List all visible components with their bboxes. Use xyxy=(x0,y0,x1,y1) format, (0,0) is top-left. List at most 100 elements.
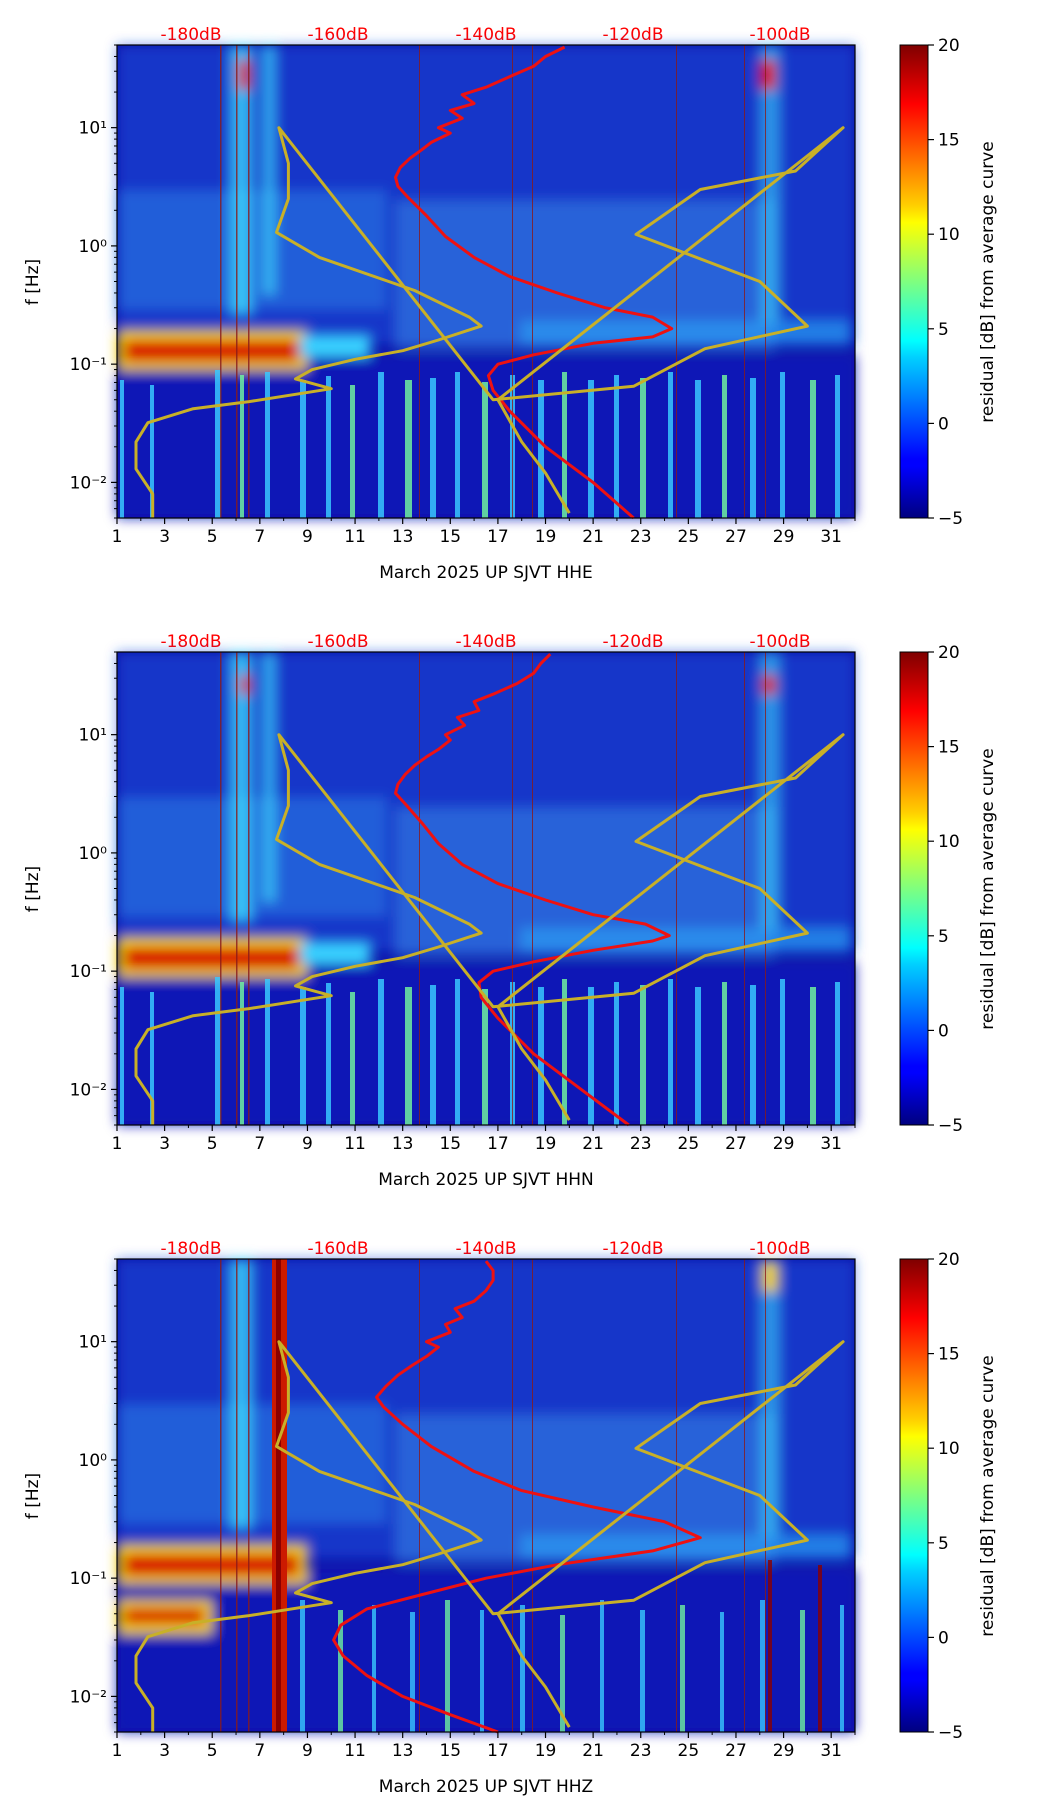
x-tick-label: 3 xyxy=(159,1134,170,1154)
y-axis-label: f [Hz] xyxy=(23,259,43,305)
top-label-140: -140dB xyxy=(455,632,516,652)
spectrogram-heatmap xyxy=(117,1259,855,1732)
colorbar-tick-label: 0 xyxy=(938,414,949,434)
x-tick-label: 21 xyxy=(582,1134,604,1154)
colorbar-tick-label: −5 xyxy=(938,509,963,529)
x-tick-label: 9 xyxy=(302,1134,313,1154)
colorbar-tick-label: 0 xyxy=(938,1021,949,1041)
y-tick-label: 10⁰ xyxy=(79,1451,108,1471)
x-tick-label: 29 xyxy=(773,527,795,547)
x-tick-label: 3 xyxy=(159,1741,170,1761)
colorbar-label: residual [dB] from average curve xyxy=(978,1355,998,1636)
model-curve xyxy=(134,126,845,518)
colorbar-tick-label: 5 xyxy=(938,320,949,340)
curves-hhe xyxy=(134,45,845,520)
top-label-140: -140dB xyxy=(455,25,516,45)
x-tick-label: 19 xyxy=(535,1741,557,1761)
low-freq-streaks xyxy=(120,370,840,518)
x-tick-label: 25 xyxy=(678,1741,700,1761)
top-label-120: -120dB xyxy=(602,632,663,652)
colorbar-tick-label: 15 xyxy=(938,738,960,758)
colorbar-tick-label: 5 xyxy=(938,1534,949,1554)
colorbar-tick-label: 10 xyxy=(938,1439,960,1459)
low-freq-streaks xyxy=(300,1560,844,1732)
x-tick-label: 23 xyxy=(630,527,652,547)
y-tick-label: 10¹ xyxy=(79,119,107,139)
top-label-100: -100dB xyxy=(749,1239,810,1259)
x-tick-label: 25 xyxy=(678,527,700,547)
x-axis-label: March 2025 UP SJVT HHZ xyxy=(379,1777,593,1797)
colorbar-label: residual [dB] from average curve xyxy=(978,748,998,1029)
spectrogram-heatmap xyxy=(117,652,855,1125)
top-label-100: -100dB xyxy=(749,25,810,45)
colorbar-hhz: 20 15 10 5 0 −5 residual [dB] from average cu… xyxy=(899,1250,998,1743)
colorbar-tick-label: 20 xyxy=(938,36,960,56)
x-tick-label: 11 xyxy=(344,527,366,547)
y-axis-label: f [Hz] xyxy=(23,866,43,912)
colorbar-label: residual [dB] from average curve xyxy=(978,141,998,422)
x-tick-label: 31 xyxy=(820,527,842,547)
y-tick-label: 10⁻¹ xyxy=(70,355,107,375)
spectrogram-heatmap xyxy=(117,45,855,518)
top-label-100: -100dB xyxy=(749,632,810,652)
y-tick-label: 10⁻² xyxy=(70,473,107,493)
colorbar-tick-label: 20 xyxy=(938,1250,960,1270)
y-tick-label: 10⁻¹ xyxy=(70,1569,107,1589)
top-label-120: -120dB xyxy=(602,25,663,45)
x-tick-label: 9 xyxy=(302,527,313,547)
colorbar-tick-label: 10 xyxy=(938,225,960,245)
x-tick-label: 13 xyxy=(392,1134,414,1154)
x-axis-label: March 2025 UP SJVT HHE xyxy=(379,563,593,583)
top-label-160: -160dB xyxy=(307,632,368,652)
y-tick-label: 10⁻¹ xyxy=(70,962,107,982)
y-tick-label: 10⁻² xyxy=(70,1080,107,1100)
y-axis-hhn: 10⁻² 10⁻¹ 10⁰ 10¹ xyxy=(70,651,117,1126)
average-curve xyxy=(332,1260,702,1734)
x-tick-label: 9 xyxy=(302,1741,313,1761)
x-tick-label: 31 xyxy=(820,1741,842,1761)
x-tick-label: 23 xyxy=(630,1741,652,1761)
y-axis-hhe: 10⁻² 10⁻¹ 10⁰ 10¹ xyxy=(70,44,117,519)
panel-hhz: -180dB -160dB -140dB -120dB -100dB xyxy=(23,1239,998,1797)
x-tick-label: 31 xyxy=(820,1134,842,1154)
y-tick-label: 10¹ xyxy=(79,1333,107,1353)
x-tick-label: 27 xyxy=(725,1741,747,1761)
x-tick-label: 17 xyxy=(487,1741,509,1761)
x-tick-label: 29 xyxy=(773,1134,795,1154)
average-curve xyxy=(394,653,671,1127)
x-tick-label: 19 xyxy=(535,1134,557,1154)
y-tick-label: 10⁻² xyxy=(70,1687,107,1707)
x-tick-label: 5 xyxy=(207,1741,218,1761)
y-axis-hhz: 10⁻² 10⁻¹ 10⁰ 10¹ xyxy=(70,1258,117,1733)
x-tick-label: 15 xyxy=(439,1134,461,1154)
x-tick-label: 7 xyxy=(254,527,265,547)
colorbar-tick-label: −5 xyxy=(938,1723,963,1743)
colorbar-tick-label: 10 xyxy=(938,832,960,852)
x-tick-label: 7 xyxy=(254,1741,265,1761)
top-label-160: -160dB xyxy=(307,25,368,45)
x-tick-label: 1 xyxy=(112,527,123,547)
x-tick-label: 15 xyxy=(439,527,461,547)
x-tick-label: 21 xyxy=(582,527,604,547)
x-axis-label: March 2025 UP SJVT HHN xyxy=(378,1170,594,1190)
x-tick-label: 17 xyxy=(487,527,509,547)
x-tick-label: 5 xyxy=(207,1134,218,1154)
colorbar-tick-label: −5 xyxy=(938,1116,963,1136)
colorbar-tick-label: 5 xyxy=(938,927,949,947)
x-axis-hhn: 1 3 5 7 9 11 13 15 17 19 21 23 25 27 29 31 xyxy=(112,1125,856,1154)
x-tick-label: 1 xyxy=(112,1134,123,1154)
top-label-180: -180dB xyxy=(160,1239,221,1259)
x-tick-label: 17 xyxy=(487,1134,509,1154)
average-curve xyxy=(394,45,674,520)
top-label-180: -180dB xyxy=(160,632,221,652)
panel-hhn: -180dB -160dB -140dB -120dB -100dB xyxy=(23,632,998,1190)
vertical-event-lines xyxy=(220,1259,766,1732)
top-label-180: -180dB xyxy=(160,25,221,45)
top-label-160: -160dB xyxy=(307,1239,368,1259)
y-tick-label: 10⁰ xyxy=(79,237,108,257)
x-tick-label: 11 xyxy=(344,1134,366,1154)
x-tick-label: 13 xyxy=(392,527,414,547)
x-tick-label: 29 xyxy=(773,1741,795,1761)
colorbar-hhe: 20 15 10 5 0 −5 residual [dB] from average cu… xyxy=(899,36,998,529)
